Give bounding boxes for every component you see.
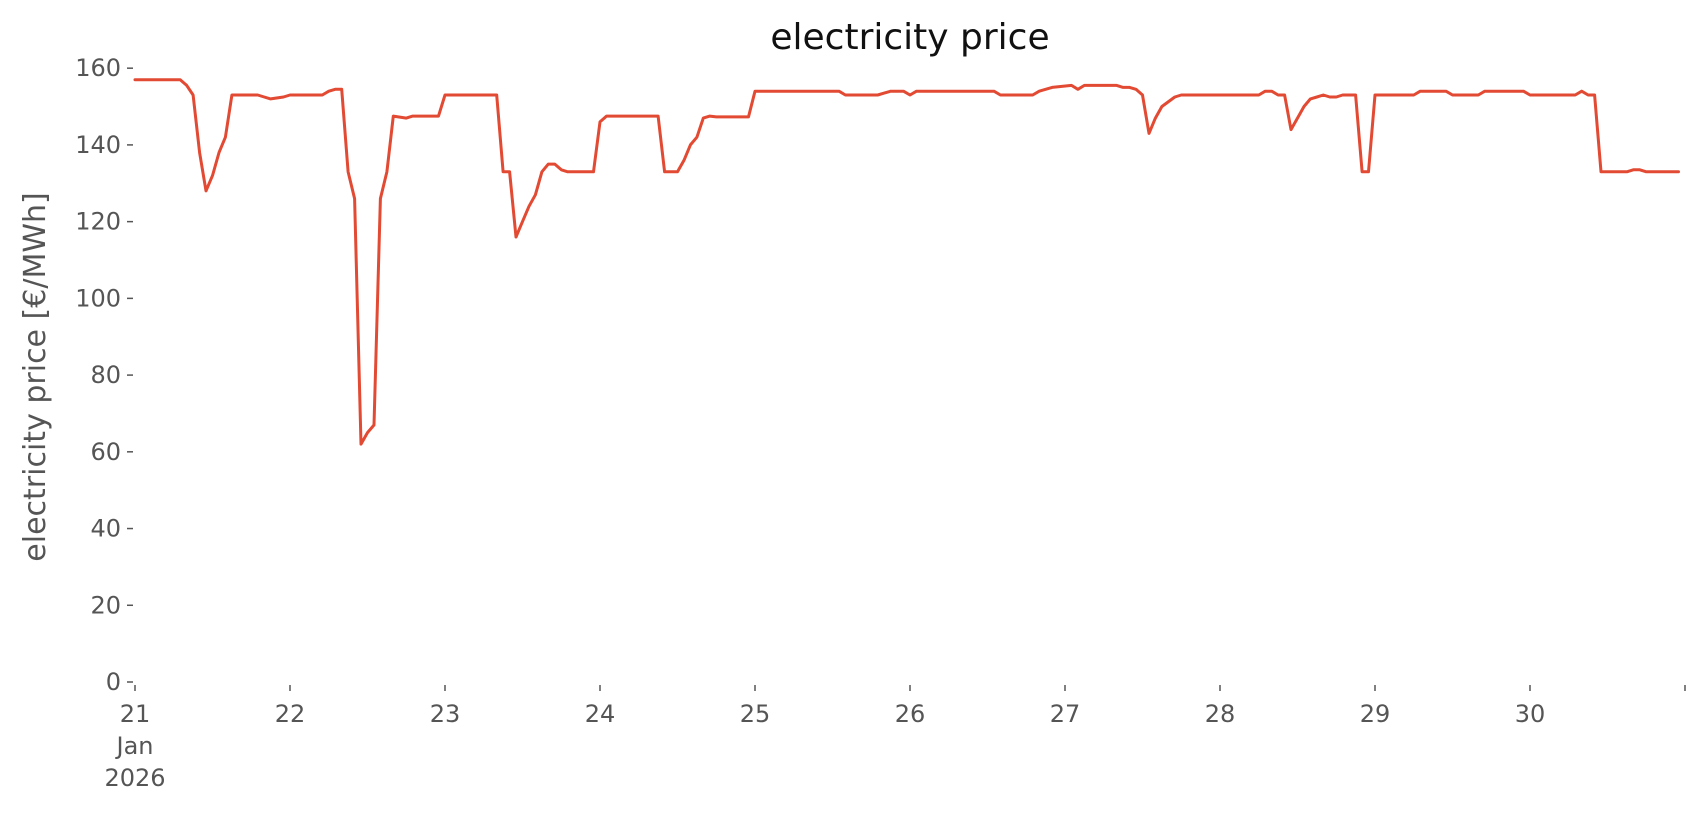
y-tick-label: 60 bbox=[90, 438, 121, 466]
y-tick-label: 0 bbox=[106, 668, 121, 696]
y-tick-label: 100 bbox=[75, 284, 121, 312]
x-tick-label: 26 bbox=[895, 700, 926, 728]
y-tick-label: 140 bbox=[75, 131, 121, 159]
y-tick-label: 80 bbox=[90, 361, 121, 389]
x-tick-label: 24 bbox=[585, 700, 616, 728]
x-tick-label: 21 bbox=[120, 700, 151, 728]
x-tick-label: 23 bbox=[430, 700, 461, 728]
y-tick-label: 20 bbox=[90, 591, 121, 619]
x-tick-label: 30 bbox=[1515, 700, 1546, 728]
x-axis: 21 Jan 2026 22 23 24 25 26 27 28 29 30 bbox=[104, 685, 1686, 792]
x-tick-label: 28 bbox=[1205, 700, 1236, 728]
chart-title: electricity price bbox=[770, 17, 1049, 58]
x-tick-label: 22 bbox=[275, 700, 306, 728]
x-tick-label: 2026 bbox=[104, 764, 165, 792]
y-axis-label: electricity price [€/MWh] bbox=[18, 192, 53, 561]
x-tick-label: 27 bbox=[1050, 700, 1081, 728]
y-tick-label: 40 bbox=[90, 515, 121, 543]
y-tick-label: 120 bbox=[75, 208, 121, 236]
price-series-line bbox=[133, 78, 1680, 446]
x-tick-label: 25 bbox=[740, 700, 771, 728]
x-tick-label: 29 bbox=[1360, 700, 1391, 728]
y-tick-label: 160 bbox=[75, 54, 121, 82]
y-axis: 0 20 40 60 80 100 120 140 160 bbox=[75, 54, 133, 696]
series-layer bbox=[133, 78, 1680, 446]
x-tick-label: Jan bbox=[115, 732, 154, 760]
